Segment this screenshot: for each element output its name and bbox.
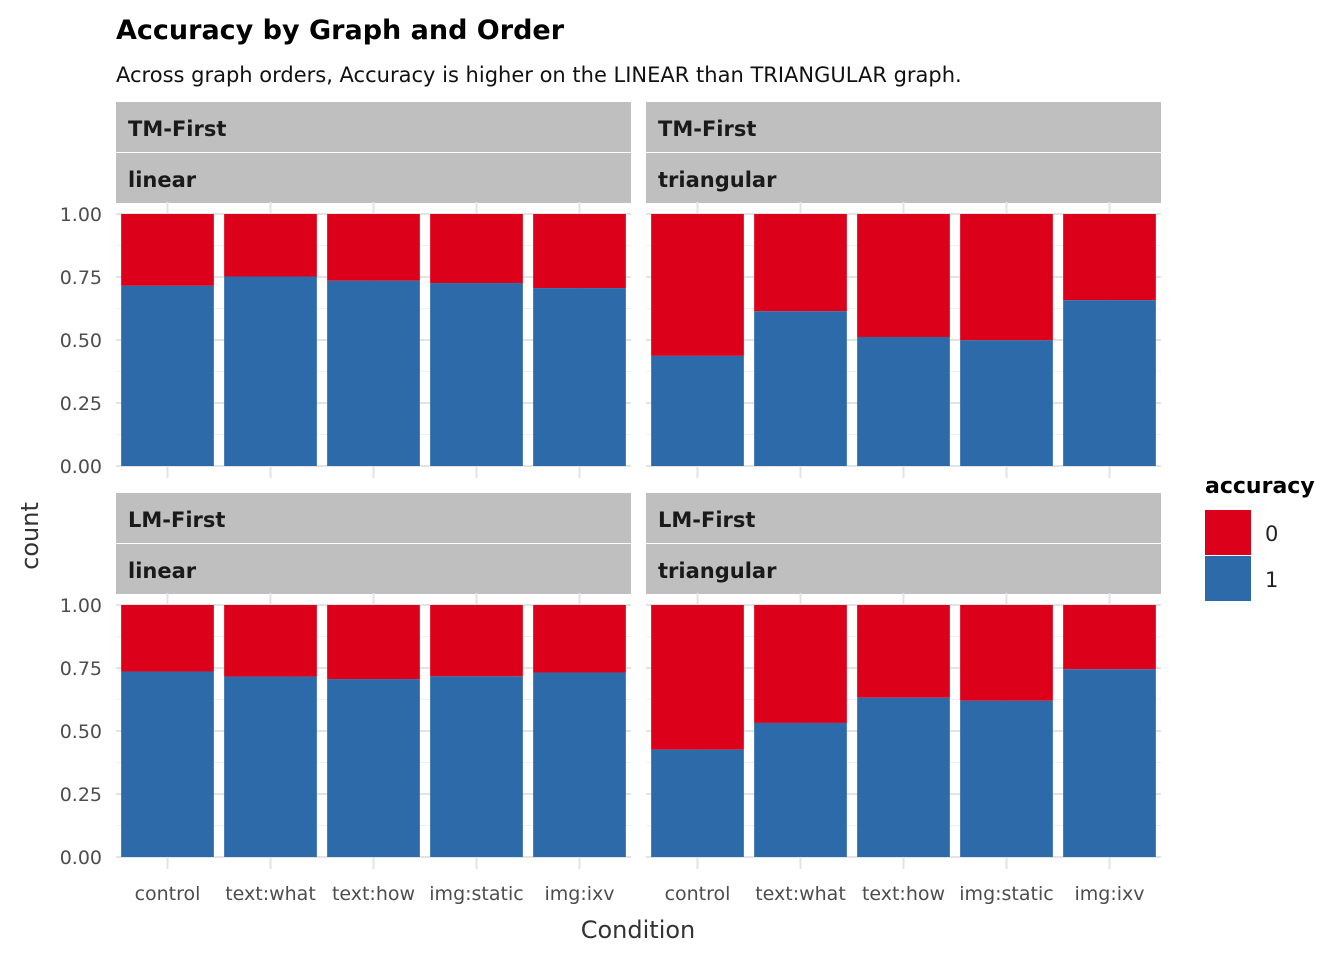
strip-graph-bg: [116, 153, 631, 203]
bar-accuracy-1: [327, 679, 420, 857]
strip-order-label: TM-First: [658, 117, 756, 141]
bar-accuracy-0: [754, 605, 847, 723]
strip-graph-bg: [646, 153, 1161, 203]
x-tick-label: control: [665, 883, 731, 905]
x-tick-label: control: [135, 883, 201, 905]
y-tick-label: 0.00: [60, 456, 102, 478]
strip-order-bg: [646, 102, 1161, 152]
bar-accuracy-0: [533, 605, 626, 673]
bar-accuracy-1: [857, 336, 950, 466]
panel-tm-first-triangular: TM-First triangular: [646, 102, 1161, 478]
legend-label: 0: [1265, 522, 1278, 546]
panel-lm-first-linear: LM-First linear 0.00 0.25 0.50 0.75 1.00 contro…: [60, 493, 631, 905]
x-axis-title: Condition: [581, 916, 696, 944]
bar-accuracy-0: [1063, 214, 1156, 301]
bar-accuracy-0: [121, 214, 214, 286]
bar-accuracy-1: [327, 280, 420, 466]
bar-accuracy-0: [327, 605, 420, 680]
bar-accuracy-1: [430, 676, 523, 857]
bar-accuracy-0: [533, 214, 626, 289]
chart-subtitle: Across graph orders, Accuracy is higher …: [116, 63, 962, 87]
y-tick-label: 0.75: [60, 658, 102, 680]
bar-accuracy-0: [430, 605, 523, 677]
x-tick-label: text:how: [862, 883, 945, 905]
y-tick-label: 0.25: [60, 784, 102, 806]
y-tick-label: 1.00: [60, 595, 102, 617]
strip-graph-bg: [646, 544, 1161, 594]
bar-accuracy-0: [651, 605, 744, 750]
strip-graph-bg: [116, 544, 631, 594]
strip-graph-label: linear: [128, 168, 197, 192]
bar-accuracy-0: [224, 605, 317, 677]
x-tick-label: text:how: [332, 883, 415, 905]
bar-accuracy-0: [960, 605, 1053, 701]
bar-accuracy-1: [121, 285, 214, 466]
legend-key-0: [1205, 510, 1251, 555]
bar-accuracy-0: [327, 214, 420, 281]
y-tick-label: 0.50: [60, 721, 102, 743]
y-tick-label: 0.50: [60, 330, 102, 352]
bar-accuracy-1: [121, 671, 214, 857]
legend-key-1: [1205, 556, 1251, 601]
strip-order-label: LM-First: [658, 508, 755, 532]
strip-order-label: LM-First: [128, 508, 225, 532]
bar-accuracy-1: [430, 283, 523, 466]
y-tick-label: 0.00: [60, 847, 102, 869]
bar-accuracy-0: [960, 214, 1053, 341]
x-tick-label: img:static: [959, 883, 1053, 905]
bar-accuracy-1: [857, 697, 950, 857]
legend-title: accuracy: [1205, 474, 1315, 499]
bar-accuracy-0: [430, 214, 523, 284]
x-tick-label: img:static: [429, 883, 523, 905]
bar-accuracy-1: [754, 722, 847, 857]
strip-order-bg: [116, 102, 631, 152]
strip-graph-label: triangular: [658, 168, 777, 192]
y-tick-label: 0.25: [60, 393, 102, 415]
y-tick-label: 0.75: [60, 267, 102, 289]
x-tick-label: text:what: [225, 883, 316, 905]
bar-accuracy-0: [224, 214, 317, 277]
panel-lm-first-triangular: LM-First triangular control text:what text:h…: [646, 493, 1161, 905]
panels: TM-Firstlinear0.000.250.500.751.00TM-Fir…: [60, 102, 1161, 905]
bar-accuracy-1: [224, 276, 317, 466]
bar-accuracy-1: [651, 355, 744, 466]
y-tick-label: 1.00: [60, 204, 102, 226]
bar-accuracy-1: [1063, 300, 1156, 466]
bar-accuracy-1: [533, 288, 626, 466]
bar-accuracy-0: [1063, 605, 1156, 670]
x-tick-label: img:ixv: [544, 883, 614, 905]
bar-accuracy-0: [857, 214, 950, 337]
bar-accuracy-0: [121, 605, 214, 672]
legend-label: 1: [1265, 568, 1278, 592]
bar-accuracy-0: [651, 214, 744, 356]
bar-accuracy-1: [1063, 669, 1156, 857]
bar-accuracy-1: [960, 700, 1053, 857]
chart-title: Accuracy by Graph and Order: [116, 15, 565, 46]
bar-accuracy-0: [754, 214, 847, 312]
panel-tm-first-linear: TM-First linear 0.00 0.25 0.50 0.75 1.00: [60, 102, 631, 478]
x-tick-label: img:ixv: [1074, 883, 1144, 905]
bar-accuracy-1: [224, 676, 317, 857]
legend: accuracy 0 1: [1205, 474, 1315, 601]
bar-accuracy-1: [960, 340, 1053, 466]
bar-accuracy-1: [754, 311, 847, 466]
y-axis-title: count: [16, 502, 44, 570]
strip-order-bg: [116, 493, 631, 543]
x-tick-label: text:what: [755, 883, 846, 905]
bar-accuracy-0: [857, 605, 950, 698]
strip-graph-label: triangular: [658, 559, 777, 583]
strip-order-bg: [646, 493, 1161, 543]
bar-accuracy-1: [651, 749, 744, 857]
strip-order-label: TM-First: [128, 117, 226, 141]
bar-accuracy-1: [533, 672, 626, 857]
strip-graph-label: linear: [128, 559, 197, 583]
